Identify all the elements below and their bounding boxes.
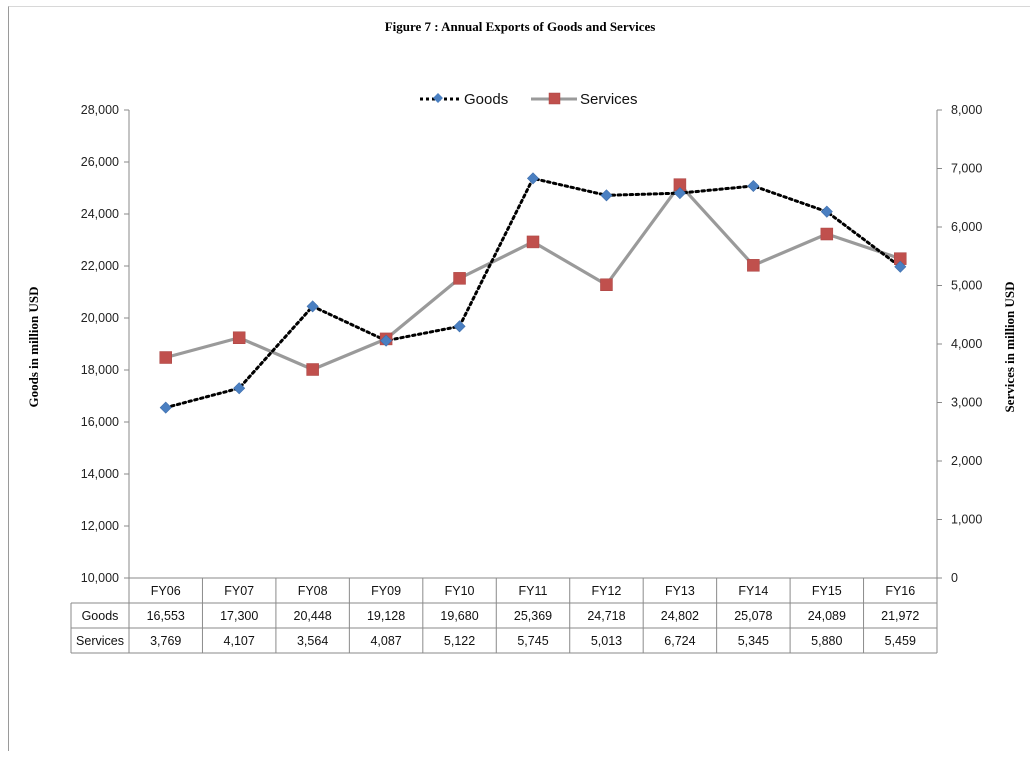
category-label: FY06 bbox=[151, 584, 181, 598]
services-point bbox=[453, 272, 466, 285]
y-left-tick-label: 28,000 bbox=[81, 103, 119, 117]
services-point bbox=[820, 227, 834, 241]
y-left-tick-label: 14,000 bbox=[81, 467, 119, 481]
y-left-tick-label: 18,000 bbox=[81, 363, 119, 377]
data-label: 25,369 bbox=[514, 609, 552, 623]
y-right-tick-label: 3,000 bbox=[951, 396, 982, 410]
category-label: FY13 bbox=[665, 584, 695, 598]
data-label: 5,745 bbox=[517, 634, 548, 648]
services-point bbox=[159, 351, 172, 364]
category-label: FY10 bbox=[445, 584, 475, 598]
data-label: 24,802 bbox=[661, 609, 699, 623]
y-axis-left-ticks: 10,000 12,000 14,000 16,000 18,000 20,000 22,0… bbox=[81, 103, 129, 585]
services-point bbox=[747, 259, 760, 272]
data-label: 5,345 bbox=[738, 634, 769, 648]
goods-line bbox=[164, 176, 902, 410]
table-series-name: Goods bbox=[82, 609, 119, 623]
legend-goods-marker bbox=[433, 93, 443, 103]
legend: Goods Services bbox=[420, 91, 638, 108]
y-left-tick-label: 10,000 bbox=[81, 571, 119, 585]
data-label: 24,089 bbox=[808, 609, 846, 623]
y-axis-right-title: Services in million USD bbox=[1002, 281, 1017, 412]
goods-point bbox=[894, 260, 907, 273]
y-left-tick-label: 20,000 bbox=[81, 311, 119, 325]
goods-point bbox=[526, 172, 540, 185]
chart-title: Figure 7 : Annual Exports of Goods and S… bbox=[385, 19, 656, 34]
series-markers bbox=[159, 172, 907, 414]
data-label: 16,553 bbox=[147, 609, 185, 623]
goods-point bbox=[820, 205, 833, 218]
y-right-tick-label: 6,000 bbox=[951, 220, 982, 234]
category-label: FY16 bbox=[885, 584, 915, 598]
y-right-tick-label: 2,000 bbox=[951, 454, 982, 468]
data-label: 6,724 bbox=[664, 634, 695, 648]
services-point bbox=[600, 278, 613, 291]
category-label: FY08 bbox=[298, 584, 328, 598]
data-table: FY06 FY07 FY08 FY09 FY10 FY11 FY12 FY13 FY14 FY15… bbox=[70, 577, 938, 654]
goods-point bbox=[453, 320, 466, 333]
category-label: FY07 bbox=[224, 584, 254, 598]
goods-point bbox=[747, 179, 760, 192]
y-left-tick-label: 22,000 bbox=[81, 259, 119, 273]
services-point bbox=[526, 235, 540, 249]
goods-point bbox=[380, 334, 393, 347]
services-line bbox=[165, 183, 901, 372]
data-label: 5,459 bbox=[885, 634, 916, 648]
data-label: 24,718 bbox=[587, 609, 625, 623]
goods-point bbox=[673, 187, 686, 200]
category-label: FY09 bbox=[371, 584, 401, 598]
legend-goods-label: Goods bbox=[464, 91, 508, 108]
services-point bbox=[232, 331, 246, 344]
y-axis-left-title: Goods in million USD bbox=[26, 286, 41, 407]
data-label: 20,448 bbox=[294, 609, 332, 623]
chart-frame bbox=[8, 6, 1030, 751]
legend-services-label: Services bbox=[580, 91, 638, 108]
data-label: 19,128 bbox=[367, 609, 405, 623]
data-label: 3,564 bbox=[297, 634, 328, 648]
y-left-tick-label: 12,000 bbox=[81, 519, 119, 533]
y-right-tick-label: 4,000 bbox=[951, 337, 982, 351]
data-label: 5,013 bbox=[591, 634, 622, 648]
series-lines bbox=[164, 176, 902, 410]
data-label: 3,769 bbox=[150, 634, 181, 648]
services-point bbox=[306, 363, 319, 376]
data-label: 25,078 bbox=[734, 609, 772, 623]
category-label: FY15 bbox=[812, 584, 842, 598]
category-label: FY11 bbox=[519, 584, 548, 598]
table-series-name: Services bbox=[76, 634, 124, 648]
y-right-tick-label: 7,000 bbox=[951, 162, 982, 176]
category-label: FY12 bbox=[592, 584, 622, 598]
data-label: 5,122 bbox=[444, 634, 475, 648]
y-left-tick-label: 26,000 bbox=[81, 155, 119, 169]
y-axis-right-ticks: 0 1,000 2,000 3,000 4,000 5,000 6,000 7,000 8,00… bbox=[937, 103, 982, 585]
data-label: 17,300 bbox=[220, 609, 258, 623]
data-label: 4,087 bbox=[370, 634, 401, 648]
y-right-tick-label: 1,000 bbox=[951, 513, 982, 527]
goods-point bbox=[600, 189, 613, 202]
y-right-tick-label: 5,000 bbox=[951, 279, 982, 293]
data-label: 19,680 bbox=[440, 609, 478, 623]
data-label: 5,880 bbox=[811, 634, 842, 648]
category-label: FY14 bbox=[738, 584, 768, 598]
y-right-tick-label: 0 bbox=[951, 571, 958, 585]
y-left-tick-label: 24,000 bbox=[81, 207, 119, 221]
goods-point bbox=[159, 401, 172, 414]
data-label: 21,972 bbox=[881, 609, 919, 623]
goods-point bbox=[233, 382, 246, 395]
y-left-tick-label: 16,000 bbox=[81, 415, 119, 429]
data-label: 4,107 bbox=[224, 634, 255, 648]
legend-services-marker bbox=[548, 92, 561, 105]
y-right-tick-label: 8,000 bbox=[951, 103, 982, 117]
goods-point bbox=[306, 300, 319, 313]
